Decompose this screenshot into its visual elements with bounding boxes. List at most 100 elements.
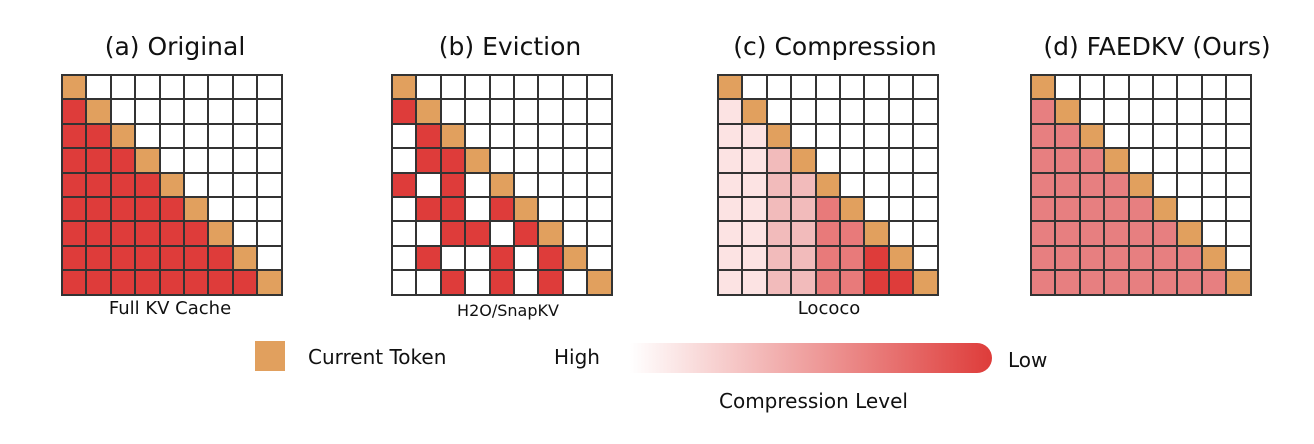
kv-cell-empty bbox=[587, 75, 612, 100]
kv-cell-faed bbox=[1055, 123, 1080, 149]
kv-cell-level1 bbox=[742, 221, 767, 246]
kv-cell-level2 bbox=[766, 148, 792, 173]
kv-cell-empty bbox=[791, 99, 816, 124]
current-token-cell bbox=[766, 123, 792, 149]
kv-cell-level2 bbox=[791, 245, 816, 271]
kv-cell-empty bbox=[465, 75, 490, 100]
kv-cell-full bbox=[135, 270, 160, 295]
kv-cell-full bbox=[159, 245, 184, 271]
kv-cell-empty bbox=[392, 221, 417, 246]
kv-cell-empty bbox=[489, 123, 514, 149]
kv-cell-empty bbox=[1226, 123, 1251, 149]
kv-cell-empty bbox=[489, 75, 514, 100]
kv-cell-level2 bbox=[766, 245, 792, 271]
kv-cell-empty bbox=[159, 99, 184, 124]
kv-cell-empty bbox=[587, 99, 612, 124]
kv-cell-level2 bbox=[766, 270, 792, 295]
kv-cell-level4 bbox=[864, 245, 889, 271]
current-token-cell bbox=[913, 270, 938, 295]
kv-cell-full bbox=[183, 270, 209, 295]
kv-cell-empty bbox=[562, 270, 588, 295]
kv-cell-empty bbox=[1226, 196, 1251, 222]
kv-cell-faed bbox=[1031, 123, 1056, 149]
current-token-cell bbox=[1226, 270, 1251, 295]
kv-cell-full bbox=[159, 196, 184, 222]
kv-cell-empty bbox=[1177, 99, 1202, 124]
kv-cell-full bbox=[416, 123, 441, 149]
kv-cell-full bbox=[86, 270, 111, 295]
kv-cell-full bbox=[232, 270, 258, 295]
kv-cell-full bbox=[538, 270, 563, 295]
kv-cell-faed bbox=[1031, 148, 1056, 173]
kv-cell-empty bbox=[513, 75, 539, 100]
kv-cell-empty bbox=[135, 99, 160, 124]
current-token-cell bbox=[538, 221, 563, 246]
kv-cell-empty bbox=[1079, 75, 1105, 100]
kv-cell-empty bbox=[513, 172, 539, 197]
kv-cell-level4 bbox=[888, 270, 914, 295]
kv-cell-level2 bbox=[791, 221, 816, 246]
panel-title: (b) Eviction bbox=[438, 32, 582, 61]
kv-cell-full bbox=[513, 221, 539, 246]
kv-cell-empty bbox=[392, 245, 417, 271]
kv-cell-empty bbox=[440, 99, 466, 124]
kv-cell-empty bbox=[913, 123, 938, 149]
kv-cell-empty bbox=[1201, 196, 1227, 222]
kv-cell-empty bbox=[888, 99, 914, 124]
kv-cell-full bbox=[62, 172, 87, 197]
kv-cell-empty bbox=[465, 196, 490, 222]
panel-title: (c) Compression bbox=[733, 32, 937, 61]
current-token-cell bbox=[815, 172, 840, 197]
kv-cell-empty bbox=[513, 245, 539, 271]
kv-cell-empty bbox=[86, 75, 111, 100]
kv-cell-empty bbox=[232, 75, 258, 100]
kv-cell-empty bbox=[257, 99, 282, 124]
kv-cell-level1 bbox=[742, 196, 767, 222]
kv-cell-empty bbox=[232, 221, 258, 246]
kv-cell-faed bbox=[1152, 221, 1178, 246]
kv-cell-empty bbox=[839, 123, 865, 149]
kv-cell-empty bbox=[208, 172, 233, 197]
kv-cell-full bbox=[135, 196, 160, 222]
kv-cell-faed bbox=[1055, 270, 1080, 295]
kv-cell-empty bbox=[587, 221, 612, 246]
kv-cell-empty bbox=[183, 123, 209, 149]
kv-cell-empty bbox=[1152, 99, 1178, 124]
kv-cell-empty bbox=[538, 196, 563, 222]
current-token-cell bbox=[1055, 99, 1080, 124]
kv-cell-empty bbox=[257, 221, 282, 246]
kv-cell-faed bbox=[1031, 196, 1056, 222]
kv-cell-level1 bbox=[742, 148, 767, 173]
kv-cell-empty bbox=[587, 196, 612, 222]
kv-cell-level3 bbox=[815, 270, 840, 295]
panel-faedkv: (d) FAEDKV (Ours) bbox=[990, 0, 1290, 330]
current-token-cell bbox=[839, 196, 865, 222]
kv-cell-faed bbox=[1079, 172, 1105, 197]
current-token-cell bbox=[135, 148, 160, 173]
kv-cell-empty bbox=[257, 172, 282, 197]
current-token-cell bbox=[392, 75, 417, 100]
current-token-cell bbox=[718, 75, 743, 100]
kv-cell-empty bbox=[864, 148, 889, 173]
kv-cell-empty bbox=[159, 148, 184, 173]
kv-cell-empty bbox=[1152, 123, 1178, 149]
kv-cell-full bbox=[110, 221, 136, 246]
kv-cell-empty bbox=[888, 148, 914, 173]
kv-cell-level4 bbox=[864, 270, 889, 295]
kv-cell-full bbox=[110, 270, 136, 295]
kv-cell-empty bbox=[232, 172, 258, 197]
current-token-cell bbox=[86, 99, 111, 124]
kv-cell-empty bbox=[1177, 148, 1202, 173]
kv-cell-full bbox=[86, 172, 111, 197]
kv-cell-full bbox=[159, 221, 184, 246]
current-token-cell bbox=[562, 245, 588, 271]
kv-cell-empty bbox=[208, 99, 233, 124]
kv-cell-empty bbox=[742, 75, 767, 100]
kv-cell-empty bbox=[465, 123, 490, 149]
kv-cell-empty bbox=[416, 270, 441, 295]
kv-cell-empty bbox=[1177, 123, 1202, 149]
kv-cell-empty bbox=[232, 196, 258, 222]
kv-cell-faed bbox=[1079, 245, 1105, 271]
panel-caption: Full KV Cache bbox=[108, 298, 232, 319]
kv-cell-empty bbox=[562, 75, 588, 100]
